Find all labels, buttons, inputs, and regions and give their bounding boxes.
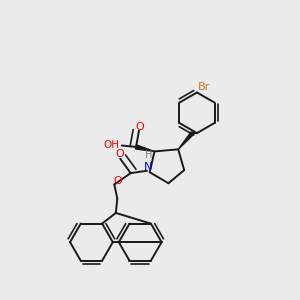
Text: O: O bbox=[113, 176, 122, 186]
Text: O: O bbox=[115, 148, 124, 158]
Polygon shape bbox=[178, 132, 194, 149]
Text: OH: OH bbox=[103, 140, 119, 150]
Polygon shape bbox=[136, 145, 154, 152]
Text: O: O bbox=[135, 122, 144, 132]
Text: N: N bbox=[144, 162, 152, 172]
Text: H: H bbox=[146, 150, 153, 160]
Text: Br: Br bbox=[198, 82, 210, 92]
